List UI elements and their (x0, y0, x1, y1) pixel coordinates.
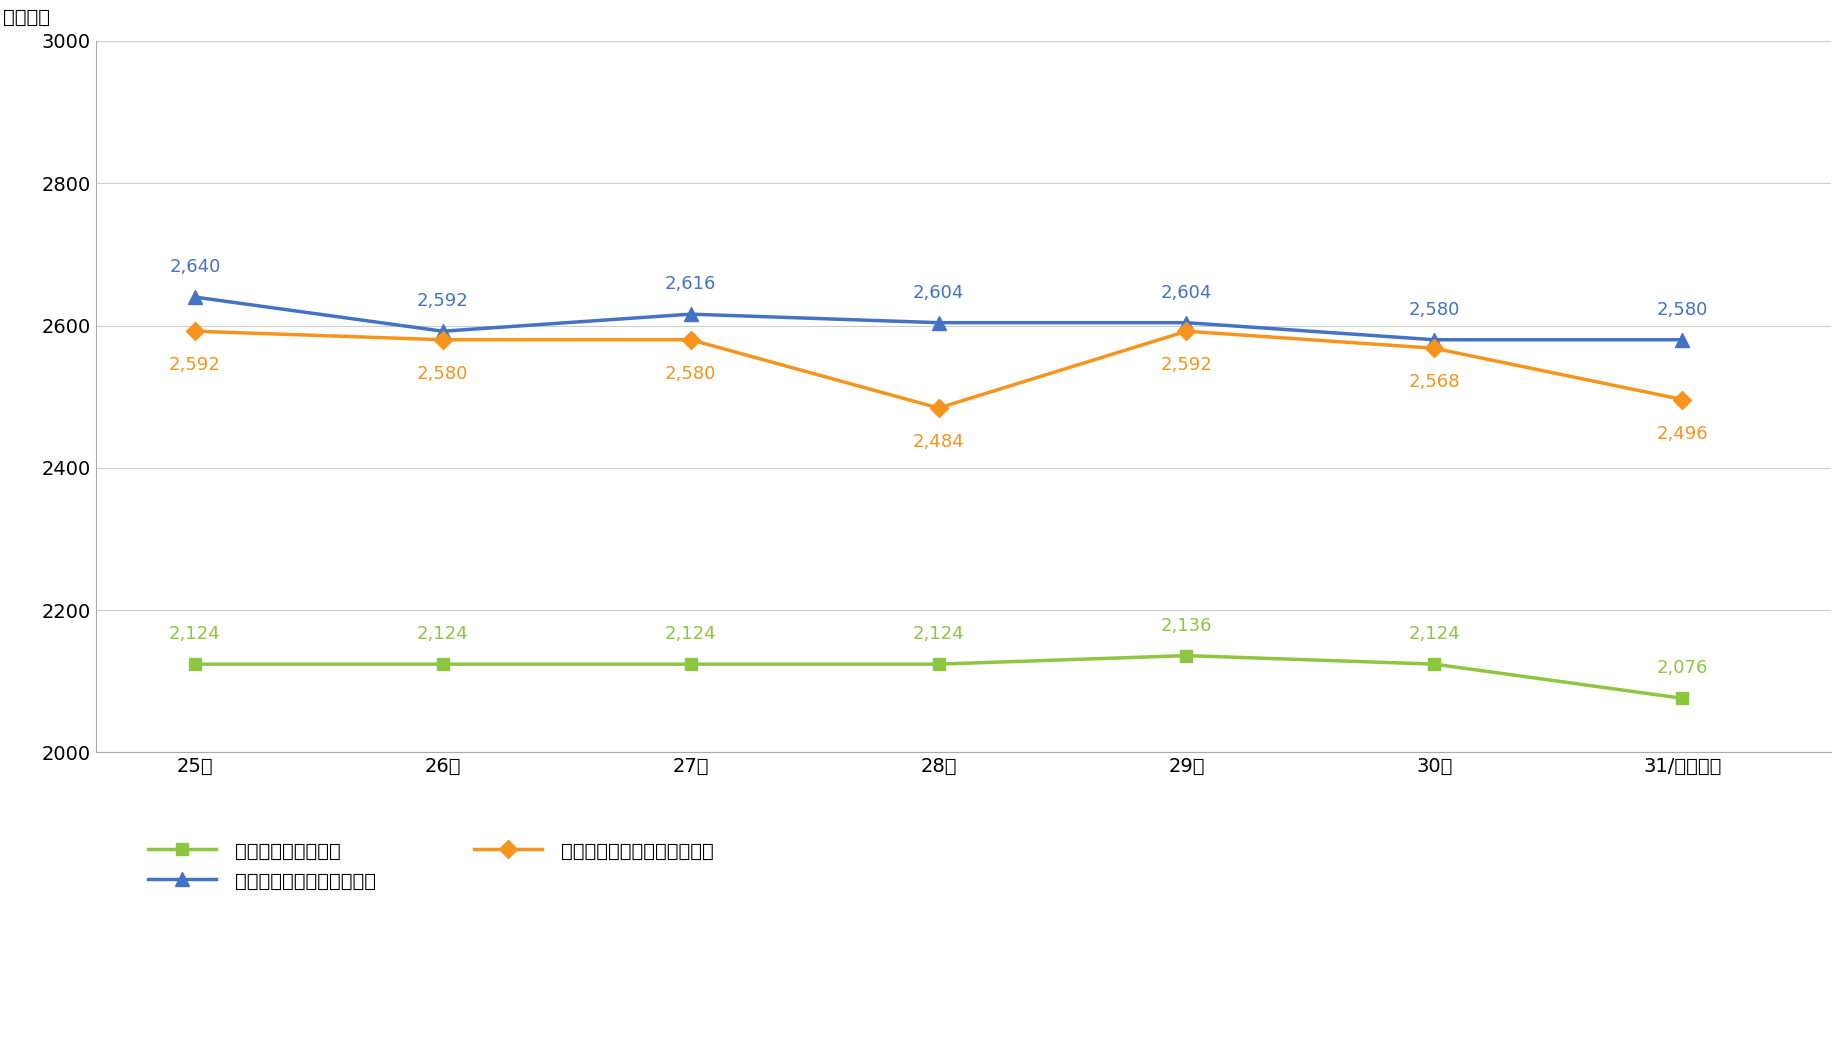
労働時間（全産業） (1671, 692, 1693, 704)
Text: 2,580: 2,580 (417, 365, 469, 383)
労働時間（大型トラック） (432, 325, 454, 337)
Line: 労働時間（中小型トラック）: 労働時間（中小型トラック） (188, 325, 1689, 415)
労働時間（中小型トラック） (679, 334, 701, 346)
Text: 2,580: 2,580 (665, 365, 716, 383)
Line: 労働時間（全産業）: 労働時間（全産業） (188, 649, 1689, 704)
労働時間（全産業） (1423, 657, 1445, 670)
Text: 2,124: 2,124 (912, 625, 964, 643)
労働時間（中小型トラック） (1176, 325, 1198, 337)
労働時間（全産業） (1176, 649, 1198, 662)
Text: 2,496: 2,496 (1656, 424, 1708, 443)
Text: 2,124: 2,124 (1408, 625, 1460, 643)
Text: 2,136: 2,136 (1161, 617, 1213, 635)
労働時間（全産業） (185, 657, 207, 670)
Text: 2,568: 2,568 (1408, 373, 1460, 391)
労働時間（大型トラック） (1423, 334, 1445, 346)
労働時間（中小型トラック） (927, 401, 949, 414)
Y-axis label: （時間）: （時間） (4, 7, 50, 27)
Text: 2,592: 2,592 (1161, 357, 1213, 374)
労働時間（全産業） (927, 657, 949, 670)
Text: 2,640: 2,640 (170, 258, 220, 276)
Text: 2,580: 2,580 (1656, 301, 1708, 319)
Text: 2,484: 2,484 (912, 433, 964, 451)
労働時間（大型トラック） (1176, 316, 1198, 329)
Legend: 労働時間（全産業）, 労働時間（大型トラック）, 労働時間（中小型トラック）: 労働時間（全産業）, 労働時間（大型トラック）, 労働時間（中小型トラック） (140, 833, 722, 899)
Text: 2,592: 2,592 (417, 292, 469, 310)
労働時間（中小型トラック） (1423, 342, 1445, 355)
労働時間（大型トラック） (927, 316, 949, 329)
労働時間（大型トラック） (185, 290, 207, 303)
Text: 2,124: 2,124 (665, 625, 716, 643)
Line: 労働時間（大型トラック）: 労働時間（大型トラック） (188, 290, 1689, 346)
労働時間（中小型トラック） (432, 334, 454, 346)
Text: 2,592: 2,592 (170, 357, 222, 374)
Text: 2,124: 2,124 (170, 625, 222, 643)
Text: 2,604: 2,604 (1161, 284, 1213, 302)
Text: 2,616: 2,616 (665, 275, 716, 293)
Text: 2,076: 2,076 (1656, 660, 1708, 677)
Text: 2,580: 2,580 (1408, 301, 1460, 319)
労働時間（大型トラック） (1671, 334, 1693, 346)
労働時間（大型トラック） (679, 308, 701, 320)
労働時間（中小型トラック） (185, 325, 207, 337)
Text: 2,124: 2,124 (417, 625, 469, 643)
Text: 2,604: 2,604 (914, 284, 964, 302)
労働時間（全産業） (432, 657, 454, 670)
労働時間（全産業） (679, 657, 701, 670)
労働時間（中小型トラック） (1671, 393, 1693, 405)
